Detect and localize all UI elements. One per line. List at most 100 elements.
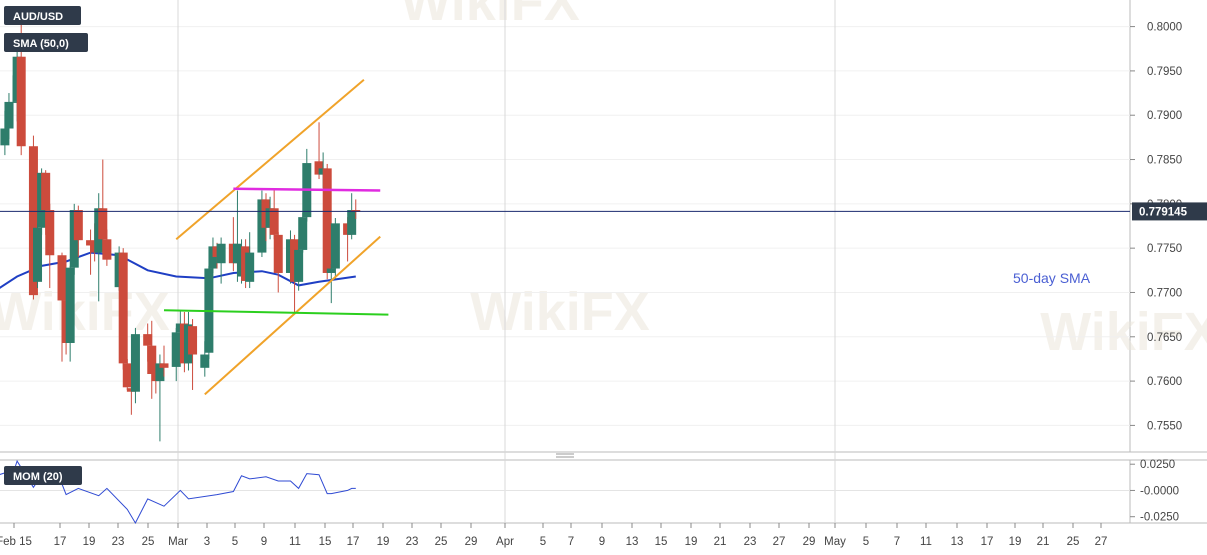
momentum-badge[interactable]: MOM (20) [4,466,82,485]
sma-badge[interactable]: SMA (50,0) [4,33,88,52]
resistance-line [233,187,381,192]
time-tick-label: 19 [83,536,96,548]
watermark-text: WikiFX [1040,302,1207,362]
candle-layer [0,20,361,442]
last-price-label: 0.779145 [1139,206,1188,218]
sma-label: SMA (50,0) [13,38,69,50]
candle-body [8,101,18,103]
price-tick-label: 0.8000 [1147,22,1182,34]
time-tick-label: 25 [1067,536,1080,548]
time-tick-label: 17 [54,536,67,548]
candle-down [322,163,332,280]
candle-body [41,172,51,211]
price-tick-label: 0.7550 [1147,420,1182,432]
candle-down [147,320,157,399]
candle-up [33,223,43,289]
candle-up [130,327,140,404]
candle-down [159,345,169,377]
last-price-box [1132,202,1207,221]
time-tick-label: 5 [232,536,238,548]
time-tick-label: 15 [655,536,668,548]
watermark-text: WikiFX [470,282,650,342]
time-tick-label: 17 [347,536,360,548]
time-tick-label: May [824,536,846,548]
candle-down [273,232,283,293]
candle-down [269,188,279,240]
candle-body [28,146,38,296]
time-tick-label: 15 [319,536,332,548]
candle-down [102,229,112,266]
candle-body [102,239,112,260]
candle-body [245,252,255,282]
time-tick-label: 19 [685,536,698,548]
candle-down [45,203,55,289]
candle-down [188,319,198,390]
momentum-tick-label: 0.0250 [1140,459,1175,471]
candle-up [65,265,75,362]
price-tick-label: 0.7750 [1147,243,1182,255]
candle-body [122,363,132,388]
candle-body [45,210,55,256]
candle-up [204,265,214,359]
candle-body [0,128,10,146]
time-tick-label: 17 [981,536,994,548]
candle-up [298,212,308,253]
candle-body [118,252,128,364]
watermark-text: WikiFX [400,0,580,32]
price-tick-label: 0.7900 [1147,110,1182,122]
time-tick-label: 5 [863,536,869,548]
symbol-badge[interactable]: AUD/USD [4,6,81,25]
time-tick-label: 27 [773,536,786,548]
time-tick-label: Apr [496,536,514,548]
time-tick-label: 23 [112,536,125,548]
candle-body [269,208,279,235]
time-tick-label: 21 [1037,536,1050,548]
watermark-text: WikiFX [0,282,170,342]
main-plot-area [0,0,1130,452]
candle-body [188,326,198,355]
candle-body [273,234,283,273]
candle-up [4,93,14,140]
momentum-tick-label: -0.0250 [1140,512,1179,524]
candle-down [118,248,128,370]
candle-down [98,159,108,253]
time-tick-label: 25 [142,536,155,548]
momentum-label: MOM (20) [13,471,63,483]
support-line [163,309,389,316]
pane-splitter-handle[interactable] [556,453,574,458]
time-tick-label: 19 [377,536,390,548]
candle-body [57,255,67,301]
price-tick-label: 0.7600 [1147,376,1182,388]
candle-body [143,334,153,346]
candle-up [347,193,357,240]
candle-body [326,268,336,273]
time-tick-label: 21 [714,536,727,548]
time-tick-label: 25 [435,536,448,548]
time-tick-label: Feb 15 [0,536,32,548]
time-tick-label: 7 [568,536,574,548]
candle-body [130,334,140,392]
candle-body [73,210,83,241]
candle-body [86,240,96,246]
candle-up [216,237,226,284]
time-tick-label: 27 [1095,536,1108,548]
time-tick-label: 19 [1009,536,1022,548]
candle-body [298,217,308,250]
time-tick-label: 11 [289,536,301,548]
time-tick-label: 11 [920,536,932,548]
candle-body [33,227,43,282]
candle-down [122,358,132,390]
symbol-label: AUD/USD [13,11,63,23]
candle-body [208,246,218,269]
candle-body [294,249,304,282]
time-axis: Feb 15 17 19 23 25 Mar 3 5 9 11 15 17 19 23 25 29 Apr 5 7 9… [0,523,1107,548]
candle-body [347,210,357,235]
time-tick-label: Mar [168,536,188,548]
sma-annotation: 50-day SMA [1013,270,1091,286]
channel-upper-line [175,79,365,241]
price-axis: 0.80000.79500.79000.78500.78000.77500.77… [1130,22,1207,432]
time-tick-label: 9 [261,536,267,548]
candle-body [147,345,157,375]
price-tick-label: 0.7950 [1147,66,1182,78]
candle-up [330,218,340,280]
